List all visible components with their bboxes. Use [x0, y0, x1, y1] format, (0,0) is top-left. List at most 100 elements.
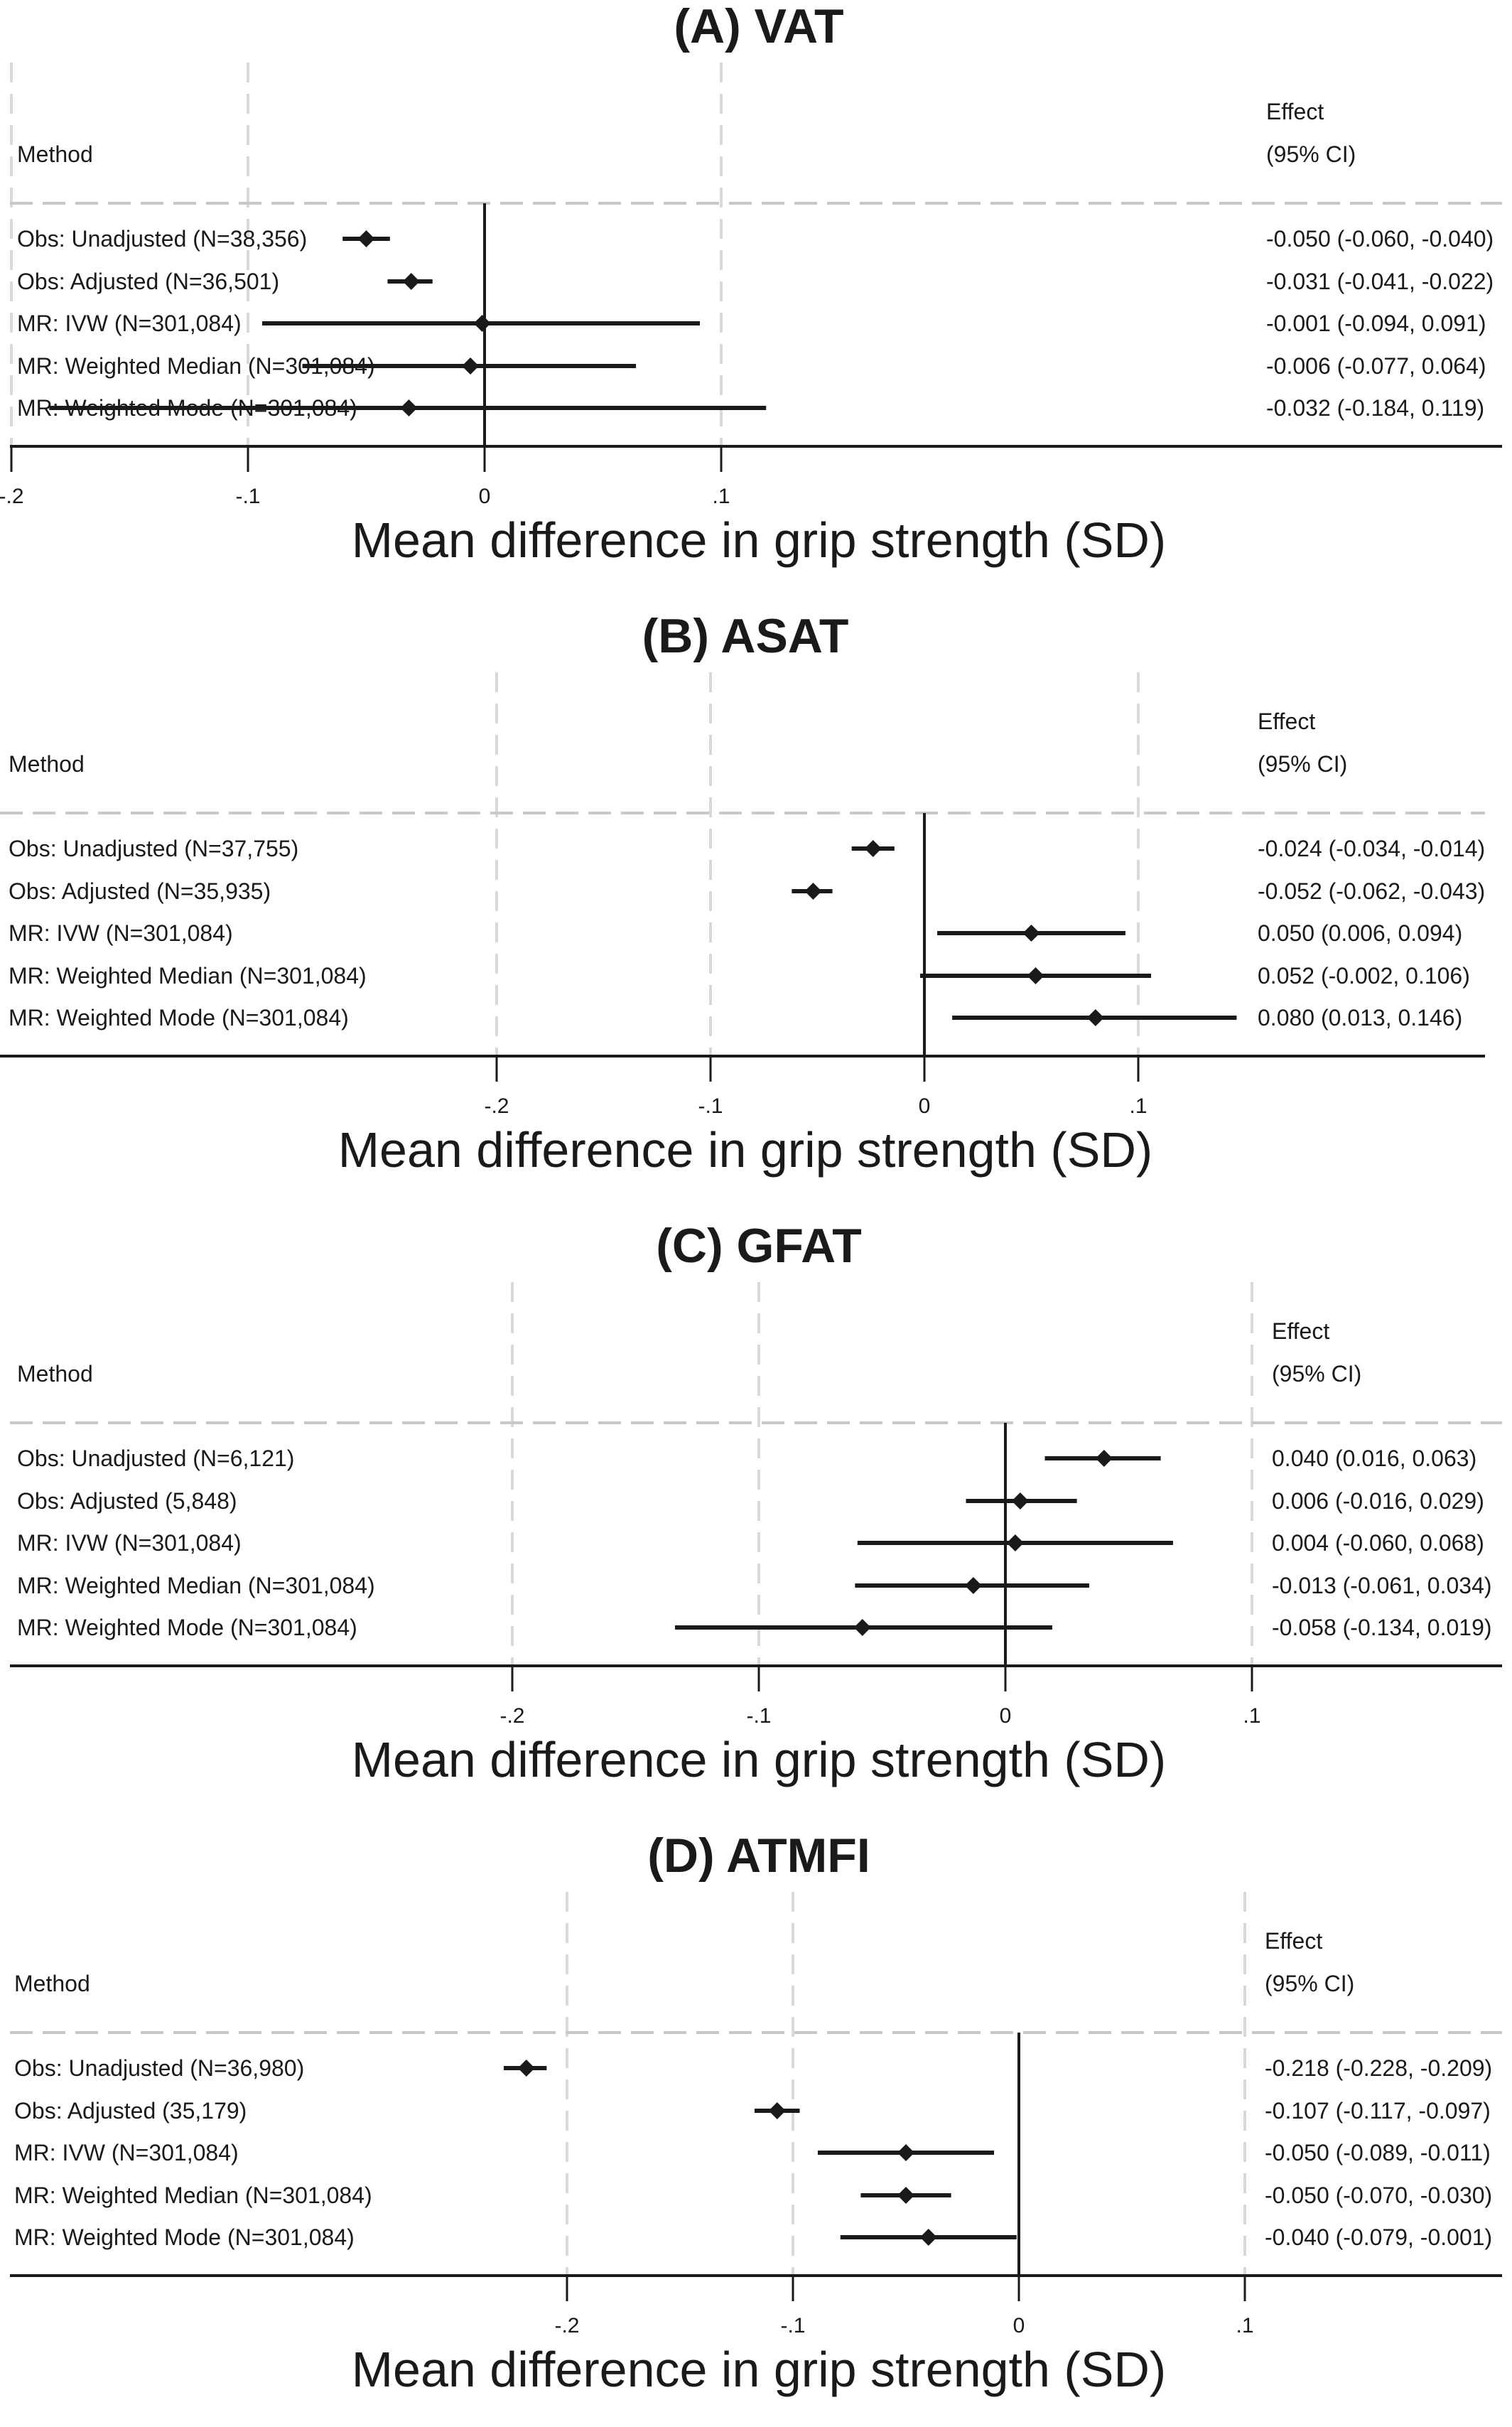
point-estimate-marker — [517, 2060, 535, 2077]
row-label: Obs: Unadjusted (N=6,121) — [17, 1446, 294, 1471]
effect-header: Effect — [1272, 1318, 1329, 1344]
point-estimate-marker — [400, 399, 418, 416]
row-effect-text: 0.040 (0.016, 0.063) — [1272, 1446, 1476, 1471]
effect-header: Effect — [1266, 99, 1324, 124]
x-axis-label: Mean difference in grip strength (SD) — [352, 1732, 1167, 1787]
x-tick-label: -.2 — [484, 1094, 509, 1118]
ci-header: (95% CI) — [1272, 1361, 1361, 1387]
x-axis-label: Mean difference in grip strength (SD) — [352, 2342, 1167, 2397]
row-effect-text: -0.218 (-0.228, -0.209) — [1265, 2055, 1492, 2081]
row-label: MR: Weighted Median (N=301,084) — [17, 1573, 375, 1598]
row-effect-text: 0.004 (-0.060, 0.068) — [1272, 1530, 1484, 1556]
row-effect-text: 0.050 (0.006, 0.094) — [1258, 920, 1462, 946]
forest-panel-a: (A) VAT Method Effect (95% CI) Obs: Unadjust… — [0, 0, 1502, 568]
panel-title: (A) VAT — [674, 0, 843, 53]
point-estimate-marker — [919, 2229, 937, 2246]
method-header: Method — [17, 141, 93, 167]
point-estimate-marker — [897, 2187, 914, 2204]
row-effect-text: -0.050 (-0.070, -0.030) — [1265, 2183, 1492, 2208]
ci-header: (95% CI) — [1258, 751, 1347, 777]
point-estimate-marker — [1027, 967, 1044, 984]
effect-header: Effect — [1265, 1928, 1322, 1954]
row-effect-text: -0.040 (-0.079, -0.001) — [1265, 2224, 1492, 2250]
row-label: MR: Weighted Median (N=301,084) — [9, 963, 367, 989]
row-label: MR: Weighted Mode (N=301,084) — [17, 1615, 357, 1640]
point-estimate-marker — [864, 840, 882, 857]
panel-title: (C) GFAT — [656, 1219, 862, 1273]
row-label: MR: IVW (N=301,084) — [14, 2140, 239, 2165]
row-label: Obs: Adjusted (5,848) — [17, 1488, 237, 1514]
point-estimate-marker — [1086, 1009, 1104, 1026]
row-effect-text: -0.031 (-0.041, -0.022) — [1266, 269, 1494, 294]
method-header: Method — [14, 1971, 90, 1996]
x-tick-label: .1 — [1243, 1704, 1260, 1728]
row-label: MR: Weighted Mode (N=301,084) — [14, 2224, 355, 2250]
row-label: Obs: Adjusted (N=36,501) — [17, 269, 279, 294]
method-header: Method — [17, 1361, 93, 1387]
row-effect-text: -0.032 (-0.184, 0.119) — [1266, 395, 1484, 421]
method-header: Method — [9, 751, 85, 777]
x-axis-label: Mean difference in grip strength (SD) — [338, 1122, 1153, 1178]
point-estimate-marker — [804, 883, 822, 900]
forest-panel-b: (B) ASAT Method Effect (95% CI) Obs: Unadjus… — [0, 609, 1485, 1178]
row-effect-text: 0.052 (-0.002, 0.106) — [1258, 963, 1470, 989]
row-label: MR: Weighted Median (N=301,084) — [14, 2183, 372, 2208]
row-label: Obs: Adjusted (35,179) — [14, 2098, 247, 2124]
row-effect-text: -0.107 (-0.117, -0.097) — [1265, 2098, 1491, 2124]
x-axis-label: Mean difference in grip strength (SD) — [352, 512, 1167, 568]
panel-title: (D) ATMFI — [647, 1829, 870, 1883]
row-effect-text: 0.006 (-0.016, 0.029) — [1272, 1488, 1484, 1514]
row-effect-text: -0.001 (-0.094, 0.091) — [1266, 311, 1486, 336]
point-estimate-marker — [964, 1577, 982, 1594]
x-tick-label: 0 — [919, 1094, 931, 1118]
point-estimate-marker — [1006, 1534, 1024, 1551]
x-tick-label: 0 — [1000, 1704, 1012, 1728]
row-effect-text: -0.013 (-0.061, 0.034) — [1272, 1573, 1492, 1598]
row-label: MR: IVW (N=301,084) — [17, 1530, 242, 1556]
row-label: Obs: Adjusted (N=35,935) — [9, 878, 271, 904]
ci-header: (95% CI) — [1265, 1971, 1354, 1996]
row-effect-text: -0.058 (-0.134, 0.019) — [1272, 1615, 1492, 1640]
row-effect-text: -0.006 (-0.077, 0.064) — [1266, 353, 1486, 379]
point-estimate-marker — [1022, 925, 1040, 942]
x-tick-label: -.1 — [780, 2314, 805, 2337]
x-tick-label: -.1 — [698, 1094, 723, 1118]
ci-header: (95% CI) — [1266, 141, 1356, 167]
row-effect-text: -0.050 (-0.089, -0.011) — [1265, 2140, 1491, 2165]
point-estimate-marker — [402, 273, 420, 290]
point-estimate-marker — [462, 357, 480, 375]
row-label: MR: IVW (N=301,084) — [17, 311, 242, 336]
x-tick-label: 0 — [1013, 2314, 1025, 2337]
row-effect-text: 0.080 (0.013, 0.146) — [1258, 1005, 1462, 1030]
row-effect-text: -0.052 (-0.062, -0.043) — [1258, 878, 1485, 904]
x-tick-label: -.1 — [746, 1704, 771, 1728]
forest-panel-d: (D) ATMFI Method Effect (95% CI) Obs: Unadju… — [10, 1829, 1502, 2397]
x-tick-label: -.1 — [235, 485, 260, 508]
row-label: Obs: Unadjusted (N=37,755) — [9, 836, 298, 861]
x-tick-label: -.2 — [500, 1704, 524, 1728]
row-label: MR: Weighted Mode (N=301,084) — [9, 1005, 349, 1030]
x-tick-label: .1 — [712, 485, 730, 508]
row-effect-text: -0.024 (-0.034, -0.014) — [1258, 836, 1485, 861]
point-estimate-marker — [768, 2102, 786, 2119]
point-estimate-marker — [1011, 1492, 1029, 1510]
x-tick-label: .1 — [1129, 1094, 1147, 1118]
row-label: Obs: Unadjusted (N=36,980) — [14, 2055, 304, 2081]
point-estimate-marker — [853, 1619, 871, 1636]
point-estimate-marker — [473, 315, 491, 332]
row-label: Obs: Unadjusted (N=38,356) — [17, 226, 307, 252]
x-tick-label: -.2 — [0, 485, 24, 508]
point-estimate-marker — [897, 2144, 914, 2161]
point-estimate-marker — [1095, 1450, 1113, 1467]
x-tick-label: .1 — [1236, 2314, 1253, 2337]
row-effect-text: -0.050 (-0.060, -0.040) — [1266, 226, 1494, 252]
panel-title: (B) ASAT — [642, 609, 849, 663]
x-tick-label: 0 — [479, 485, 491, 508]
forest-panel-c: (C) GFAT Method Effect (95% CI) Obs: Unadjus… — [10, 1219, 1502, 1787]
point-estimate-marker — [357, 230, 375, 247]
x-tick-label: -.2 — [554, 2314, 579, 2337]
effect-header: Effect — [1258, 709, 1315, 734]
row-label: MR: IVW (N=301,084) — [9, 920, 233, 946]
